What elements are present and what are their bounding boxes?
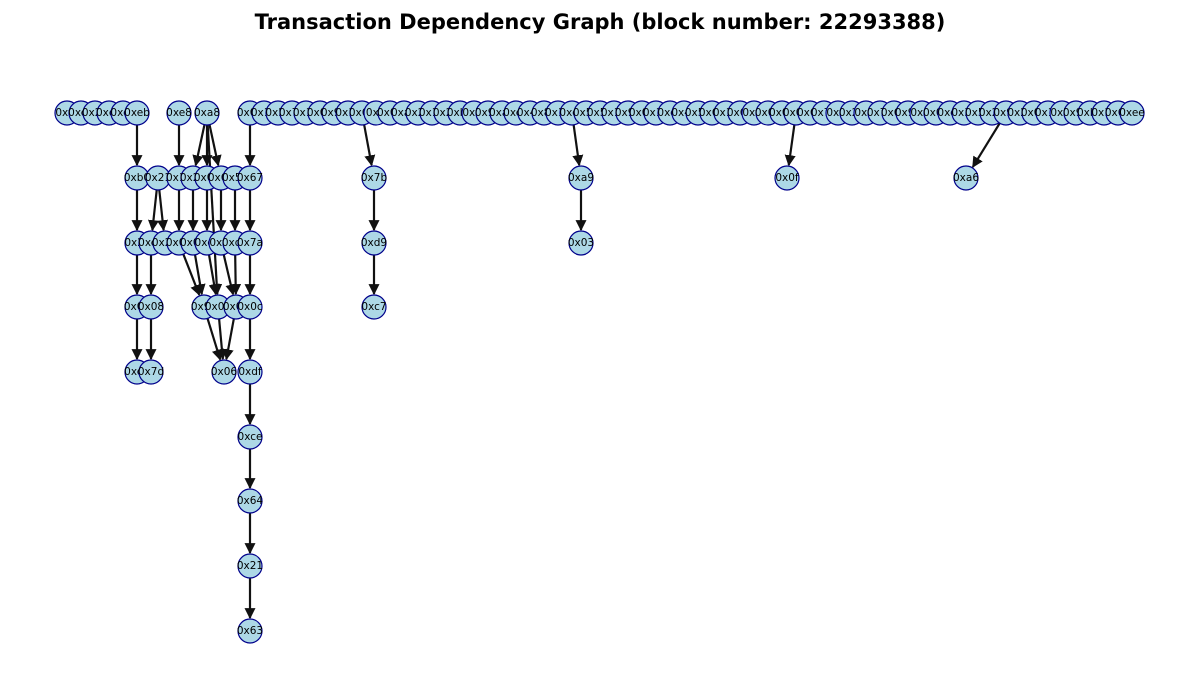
node-circle: [237, 294, 263, 320]
node-label: 0x7b: [361, 172, 388, 184]
node-label: 0x0c: [237, 301, 263, 313]
node-circle: [124, 100, 150, 126]
node-circle: [194, 100, 220, 126]
node-circle: [568, 165, 594, 191]
node-circle: [166, 100, 192, 126]
node-label: 0xb0: [124, 172, 150, 184]
node-label: 0x06: [211, 366, 238, 378]
node-label: 0xc7: [361, 301, 386, 313]
graph-node: 0x7b: [361, 165, 388, 191]
node-circle: [1119, 100, 1145, 126]
graph-node: 0x63: [237, 618, 263, 644]
edge-0x21-to-0x25: [157, 189, 169, 232]
edge-0x07-to-0x06: [216, 318, 228, 361]
graph-node: 0x64: [237, 488, 264, 514]
node-label: 0x08: [138, 301, 164, 313]
node-label: 0x7d: [138, 366, 164, 378]
node-label: 0xdf: [238, 366, 262, 378]
node-label: 0x64: [237, 495, 264, 507]
edge-0xa8-to-0x69: [208, 124, 222, 167]
edge-0xa8-to-0x07: [206, 124, 223, 296]
node-circle: [774, 165, 800, 191]
node-label: 0xeb: [124, 107, 150, 119]
node-circle: [138, 294, 164, 320]
node-label: 0xa9: [568, 172, 594, 184]
node-circle: [361, 165, 387, 191]
node-circle: [237, 488, 263, 514]
edge-0xa8-to-0x24: [192, 124, 206, 167]
graph-node: 0xe8: [166, 100, 192, 126]
edge-0x9c-to-0xa6: [971, 122, 1001, 168]
node-label: 0x21: [145, 172, 171, 184]
edge-0xd7-to-0x03: [230, 254, 242, 296]
node-circle: [237, 424, 263, 450]
edge-0x67-to-0x7b: [363, 124, 376, 167]
edge-0x09-to-0x0f: [784, 124, 796, 167]
edge-0x0e-to-0x90: [193, 254, 206, 296]
graph-node: 0xce: [237, 424, 263, 450]
graph-node: 0x06: [211, 359, 238, 385]
graph-node: 0xa9: [568, 165, 594, 191]
node-circle: [237, 553, 263, 579]
graph-title: Transaction Dependency Graph (block numb…: [254, 10, 946, 34]
node-label: 0x7a: [237, 237, 263, 249]
graph-node: 0x7a: [237, 230, 263, 256]
node-circle: [237, 359, 263, 385]
edge-0xc9-to-0xa9: [572, 124, 584, 167]
node-label: 0x03: [568, 237, 594, 249]
graph-node: 0xdf: [237, 359, 263, 385]
graph-node: 0x0f: [774, 165, 800, 191]
node-circle: [237, 618, 263, 644]
node-circle: [237, 230, 263, 256]
graph-node: 0xc7: [361, 294, 387, 320]
node-circle: [568, 230, 594, 256]
node-label: 0x0f: [775, 172, 799, 184]
node-circle: [361, 230, 387, 256]
node-label: 0xd9: [361, 237, 387, 249]
graph-node: 0x0c: [237, 294, 263, 320]
node-label: 0x21: [237, 560, 263, 572]
edge-0xf9-to-0x03: [222, 254, 237, 296]
graph-node: 0x03: [568, 230, 594, 256]
graph-node: 0x21: [145, 165, 171, 191]
node-circle: [237, 165, 263, 191]
graph-node: 0x7d: [138, 359, 164, 385]
graph-node: 0xb0: [124, 165, 150, 191]
graph-node: 0xee: [1119, 100, 1145, 126]
node-label: 0xa6: [953, 172, 979, 184]
node-label: 0x63: [237, 625, 263, 637]
graph-node: 0xa6: [953, 165, 979, 191]
graph-node: 0xd9: [361, 230, 387, 256]
node-circle: [211, 359, 237, 385]
node-circle: [138, 359, 164, 385]
node-label: 0x67: [237, 172, 263, 184]
node-label: 0xe8: [166, 107, 192, 119]
edge-0x21-to-0xe4: [147, 189, 159, 232]
graph-node: 0xeb: [124, 100, 150, 126]
edge-0x90-to-0x06: [206, 318, 223, 361]
graph-node: 0x21: [237, 553, 263, 579]
graph-node: 0x67: [237, 165, 263, 191]
node-circle: [953, 165, 979, 191]
graph-node: 0x08: [138, 294, 164, 320]
node-circle: [361, 294, 387, 320]
node-label: 0xce: [238, 431, 263, 443]
node-label: 0xee: [1119, 107, 1145, 119]
edges-layer: [131, 122, 1001, 620]
edge-0x03-to-0x06: [222, 318, 235, 361]
node-label: 0xa8: [194, 107, 220, 119]
graph-node: 0xa8: [194, 100, 220, 126]
